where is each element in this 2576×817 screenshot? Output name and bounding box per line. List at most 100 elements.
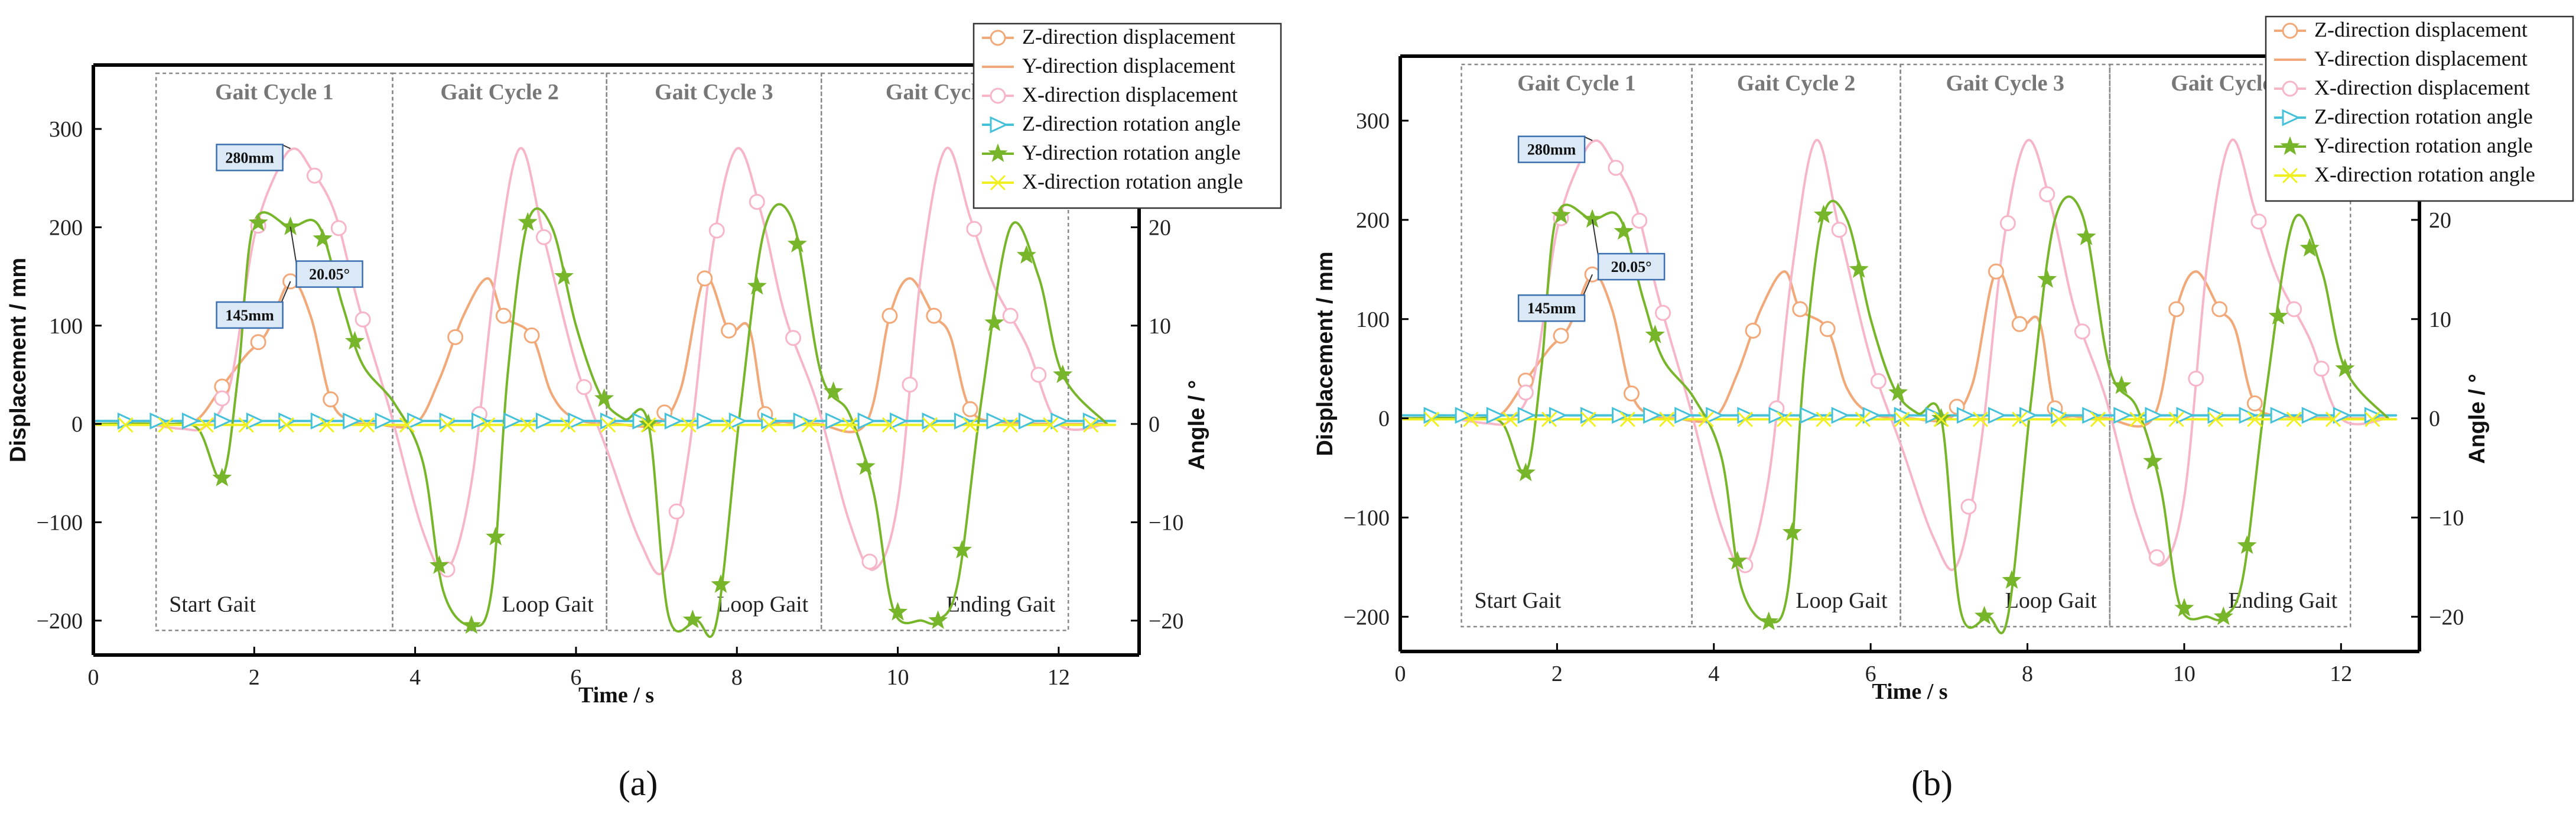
data-point-marker [1043, 417, 1059, 433]
data-point-marker [480, 417, 496, 433]
legend-label: X-direction displacement [1022, 83, 1238, 106]
data-point-marker [568, 412, 587, 430]
annotation-box [1517, 294, 1586, 322]
data-point-marker [1614, 221, 1634, 240]
x-tick-label: 2 [249, 665, 260, 690]
data-point-marker [440, 417, 456, 433]
data-point-marker [882, 417, 897, 433]
data-point-marker [2299, 238, 2320, 257]
data-point-marker [2207, 411, 2224, 427]
y2-tick-label: 0 [2429, 407, 2440, 432]
data-point-marker [664, 412, 683, 430]
gait-cycle-box [2109, 63, 2351, 628]
y2-tick-label: −20 [2429, 605, 2464, 630]
data-point-marker [890, 412, 909, 430]
data-point-marker [2019, 407, 2038, 424]
data-point-marker [1855, 411, 1871, 427]
data-point-marker [313, 228, 333, 247]
data-point-marker [2039, 186, 2055, 203]
data-point-marker [887, 602, 908, 621]
annotation-box [1597, 252, 1666, 281]
data-point-marker [1612, 407, 1631, 424]
data-point-marker [962, 417, 978, 433]
data-point-marker [343, 412, 362, 430]
data-point-marker [2076, 226, 2096, 245]
data-point-marker [1003, 417, 1019, 433]
y-tick-label: 0 [71, 412, 83, 437]
x-tick-label: 8 [731, 665, 743, 690]
data-point-marker [952, 540, 972, 559]
data-point-marker [2268, 306, 2288, 325]
data-point-marker [2250, 213, 2267, 230]
y-tick-label: −200 [1344, 605, 1390, 630]
annotation-box [216, 144, 284, 171]
data-point-marker [330, 220, 347, 236]
data-point-marker [495, 307, 512, 324]
data-point-marker [2074, 323, 2090, 340]
data-point-marker [2129, 411, 2145, 427]
annotation-text: 20.05° [309, 266, 350, 283]
data-point-marker [1768, 407, 1787, 424]
data-point-marker [118, 417, 134, 433]
data-point-marker [503, 412, 522, 430]
data-point-marker [2286, 411, 2302, 427]
data-point-marker [2313, 361, 2330, 377]
data-point-marker [697, 412, 715, 430]
data-point-marker [1515, 462, 1536, 481]
data-point-marker [1580, 411, 1596, 427]
data-point-marker [1974, 605, 1995, 625]
data-point-marker [1870, 373, 1887, 390]
data-point-marker [1643, 407, 1662, 424]
y2-axis-label: Angle / ° [2465, 374, 2490, 463]
annotation-text: 280mm [225, 149, 274, 166]
data-point-marker [1674, 407, 1693, 424]
series-line-2 [92, 146, 1108, 575]
data-point-marker [359, 417, 375, 433]
data-point-marker [429, 555, 450, 574]
data-point-marker [1960, 498, 1977, 515]
data-point-marker [1018, 412, 1037, 430]
data-point-marker [2301, 407, 2320, 424]
data-point-marker [198, 417, 214, 433]
data-point-marker [306, 167, 323, 184]
data-point-marker [2176, 407, 2195, 424]
data-point-marker [310, 412, 329, 430]
y2-tick-label: 20 [2429, 208, 2451, 233]
x-axis-label: Time / s [1872, 679, 1947, 704]
data-point-marker [902, 377, 918, 393]
data-point-marker [523, 327, 540, 343]
annotation-text: 145mm [1527, 300, 1576, 317]
data-point-marker [535, 412, 555, 430]
annotation-leader [281, 281, 291, 303]
data-point-marker [1745, 322, 1761, 339]
data-point-marker [1816, 411, 1832, 427]
legend-box [2265, 15, 2574, 202]
y2-tick-label: 10 [2429, 307, 2451, 332]
x-tick-label: 0 [88, 665, 99, 690]
legend-label: Z-direction displacement [2314, 18, 2528, 41]
annotation-box [295, 260, 363, 288]
data-point-marker [246, 412, 265, 430]
gait-phase-label: Ending Gait [946, 592, 1055, 617]
y2-tick-label: 20 [1149, 215, 1171, 240]
data-point-marker [1463, 411, 1479, 427]
data-point-marker [984, 312, 1004, 332]
data-point-marker [962, 401, 978, 417]
legend-marker [990, 30, 1006, 46]
y-axis-label: Displacement / mm [6, 258, 31, 462]
data-point-marker [986, 412, 1005, 430]
data-point-marker [2112, 375, 2132, 394]
data-point-marker [787, 234, 807, 253]
data-point-marker [1455, 407, 1474, 424]
y-tick-label: 0 [1378, 407, 1390, 432]
data-point-marker [1517, 384, 1534, 401]
data-point-marker [1894, 411, 1910, 427]
data-point-marker [1486, 407, 1505, 424]
data-point-marker [697, 270, 713, 287]
data-point-marker [801, 417, 817, 433]
data-point-marker [1862, 407, 1881, 424]
data-point-marker [856, 456, 876, 475]
annotation-leader [290, 226, 297, 264]
data-point-marker [1517, 407, 1536, 424]
legend-marker [990, 87, 1006, 104]
